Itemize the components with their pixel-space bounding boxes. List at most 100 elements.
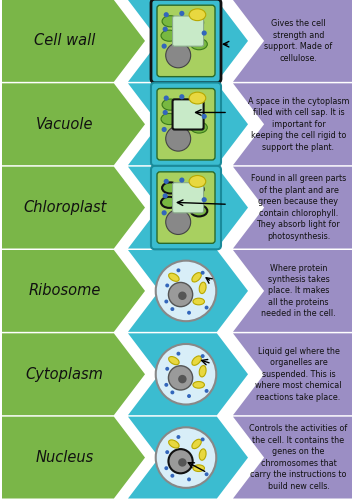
Circle shape xyxy=(170,474,174,478)
Text: Chloroplast: Chloroplast xyxy=(23,200,106,215)
Circle shape xyxy=(200,14,205,18)
Circle shape xyxy=(201,354,205,358)
FancyBboxPatch shape xyxy=(172,16,204,46)
Circle shape xyxy=(165,450,169,454)
Ellipse shape xyxy=(169,356,179,364)
Text: Cytoplasm: Cytoplasm xyxy=(26,366,104,382)
Ellipse shape xyxy=(199,449,206,460)
Ellipse shape xyxy=(193,465,205,471)
Circle shape xyxy=(179,11,184,16)
Circle shape xyxy=(165,284,169,288)
Text: Found in all green parts
of the plant and are
green because they
contain chlorop: Found in all green parts of the plant an… xyxy=(251,174,346,240)
Circle shape xyxy=(201,30,207,36)
FancyBboxPatch shape xyxy=(157,5,215,76)
Circle shape xyxy=(201,438,205,442)
Circle shape xyxy=(169,366,193,390)
Text: Ribosome: Ribosome xyxy=(28,284,101,298)
FancyBboxPatch shape xyxy=(151,0,221,82)
FancyBboxPatch shape xyxy=(151,166,221,250)
Ellipse shape xyxy=(192,272,201,282)
Ellipse shape xyxy=(161,114,178,124)
Circle shape xyxy=(178,292,187,300)
Circle shape xyxy=(178,375,187,384)
Ellipse shape xyxy=(192,440,201,448)
Polygon shape xyxy=(2,166,145,248)
Circle shape xyxy=(164,383,168,387)
Ellipse shape xyxy=(199,282,206,294)
Polygon shape xyxy=(233,166,352,248)
Ellipse shape xyxy=(189,9,206,20)
Circle shape xyxy=(161,44,167,49)
Circle shape xyxy=(164,179,169,184)
Circle shape xyxy=(176,268,181,272)
Circle shape xyxy=(161,210,167,216)
Circle shape xyxy=(178,458,187,466)
Circle shape xyxy=(201,197,207,202)
Circle shape xyxy=(166,210,191,234)
Ellipse shape xyxy=(191,38,207,50)
Polygon shape xyxy=(128,416,248,498)
Text: Vacuole: Vacuole xyxy=(36,116,93,132)
Ellipse shape xyxy=(193,382,205,388)
Circle shape xyxy=(162,193,168,198)
Polygon shape xyxy=(128,0,248,82)
Circle shape xyxy=(179,178,184,182)
FancyBboxPatch shape xyxy=(172,100,204,130)
Circle shape xyxy=(176,352,181,356)
Text: Nucleus: Nucleus xyxy=(35,450,94,465)
Circle shape xyxy=(205,306,209,310)
Polygon shape xyxy=(128,250,248,332)
Circle shape xyxy=(164,12,169,18)
Circle shape xyxy=(166,43,191,68)
Ellipse shape xyxy=(193,298,205,305)
Text: Cell wall: Cell wall xyxy=(34,34,95,48)
Circle shape xyxy=(156,344,216,405)
Ellipse shape xyxy=(199,366,206,377)
Circle shape xyxy=(200,97,205,102)
FancyBboxPatch shape xyxy=(172,182,204,213)
Ellipse shape xyxy=(189,92,206,104)
Circle shape xyxy=(164,300,168,304)
Circle shape xyxy=(187,478,191,482)
FancyBboxPatch shape xyxy=(151,82,221,166)
Text: A space in the cytoplasm
filled with cell sap. It is
important for
keeping the c: A space in the cytoplasm filled with cel… xyxy=(248,97,349,152)
Circle shape xyxy=(176,435,181,439)
Circle shape xyxy=(169,282,193,306)
Ellipse shape xyxy=(161,30,178,41)
Polygon shape xyxy=(128,334,248,415)
Ellipse shape xyxy=(191,122,207,133)
Text: Gives the cell
strength and
support. Made of
cellulose.: Gives the cell strength and support. Mad… xyxy=(264,19,332,62)
Circle shape xyxy=(205,389,209,393)
Circle shape xyxy=(165,367,169,371)
Polygon shape xyxy=(2,250,145,332)
Polygon shape xyxy=(233,250,352,332)
Circle shape xyxy=(156,428,216,488)
Ellipse shape xyxy=(187,184,204,195)
Circle shape xyxy=(164,96,169,100)
Ellipse shape xyxy=(187,17,204,28)
Circle shape xyxy=(201,271,205,274)
Circle shape xyxy=(170,307,174,311)
Polygon shape xyxy=(233,334,352,415)
FancyBboxPatch shape xyxy=(157,172,215,244)
Circle shape xyxy=(162,26,168,32)
Polygon shape xyxy=(128,84,248,165)
Ellipse shape xyxy=(162,182,179,194)
Text: Liquid gel where the
organelles are
suspended. This is
where most chemical
react: Liquid gel where the organelles are susp… xyxy=(255,347,342,402)
Ellipse shape xyxy=(161,197,178,208)
Polygon shape xyxy=(2,0,145,82)
FancyBboxPatch shape xyxy=(157,88,215,160)
Circle shape xyxy=(162,110,168,115)
Text: Where protein
synthesis takes
place. It makes
all the proteins
needed in the cel: Where protein synthesis takes place. It … xyxy=(261,264,336,318)
Polygon shape xyxy=(233,84,352,165)
Polygon shape xyxy=(2,334,145,415)
Circle shape xyxy=(170,390,174,394)
Circle shape xyxy=(179,94,184,100)
Circle shape xyxy=(205,472,209,476)
Ellipse shape xyxy=(169,440,179,448)
Circle shape xyxy=(169,449,193,473)
Polygon shape xyxy=(2,416,145,498)
Circle shape xyxy=(161,127,167,132)
Ellipse shape xyxy=(162,16,179,27)
Polygon shape xyxy=(233,416,352,498)
